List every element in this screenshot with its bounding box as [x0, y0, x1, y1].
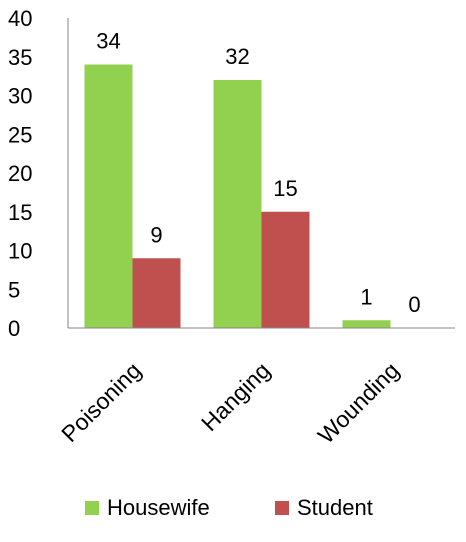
y-tick-label: 35 — [8, 45, 32, 70]
y-tick-label: 10 — [8, 239, 32, 264]
legend-swatch — [85, 501, 99, 515]
y-tick-label: 40 — [8, 6, 32, 31]
data-labels: 34 9 32 15 1 0 — [96, 29, 420, 318]
data-label: 15 — [273, 176, 297, 201]
data-label: 1 — [360, 284, 372, 309]
data-label: 0 — [408, 292, 420, 317]
y-tick-label: 30 — [8, 84, 32, 109]
x-tick-label: Hanging — [196, 357, 275, 436]
y-tick-label: 20 — [8, 161, 32, 186]
y-axis-ticks: 0 5 10 15 20 25 30 35 40 — [8, 6, 32, 341]
bar-housewife-wounding — [342, 320, 391, 328]
x-tick-label: Wounding — [313, 357, 404, 448]
legend-label: Housewife — [107, 495, 210, 520]
bar-student-poisoning — [132, 258, 181, 328]
data-label: 34 — [96, 29, 120, 54]
bar-housewife-poisoning — [84, 64, 133, 328]
y-tick-label: 15 — [8, 200, 32, 225]
y-tick-label: 5 — [8, 277, 20, 302]
legend-swatch — [275, 501, 289, 515]
y-tick-label: 0 — [8, 316, 20, 341]
x-axis-labels: Poisoning Hanging Wounding — [56, 357, 404, 448]
legend: Housewife Student — [85, 495, 373, 520]
bar-housewife-hanging — [213, 80, 262, 328]
bar-student-hanging — [261, 211, 310, 328]
data-label: 9 — [150, 222, 162, 247]
bars — [84, 64, 391, 328]
y-tick-label: 25 — [8, 122, 32, 147]
legend-label: Student — [297, 495, 373, 520]
data-label: 32 — [225, 44, 249, 69]
x-tick-label: Poisoning — [56, 357, 146, 447]
